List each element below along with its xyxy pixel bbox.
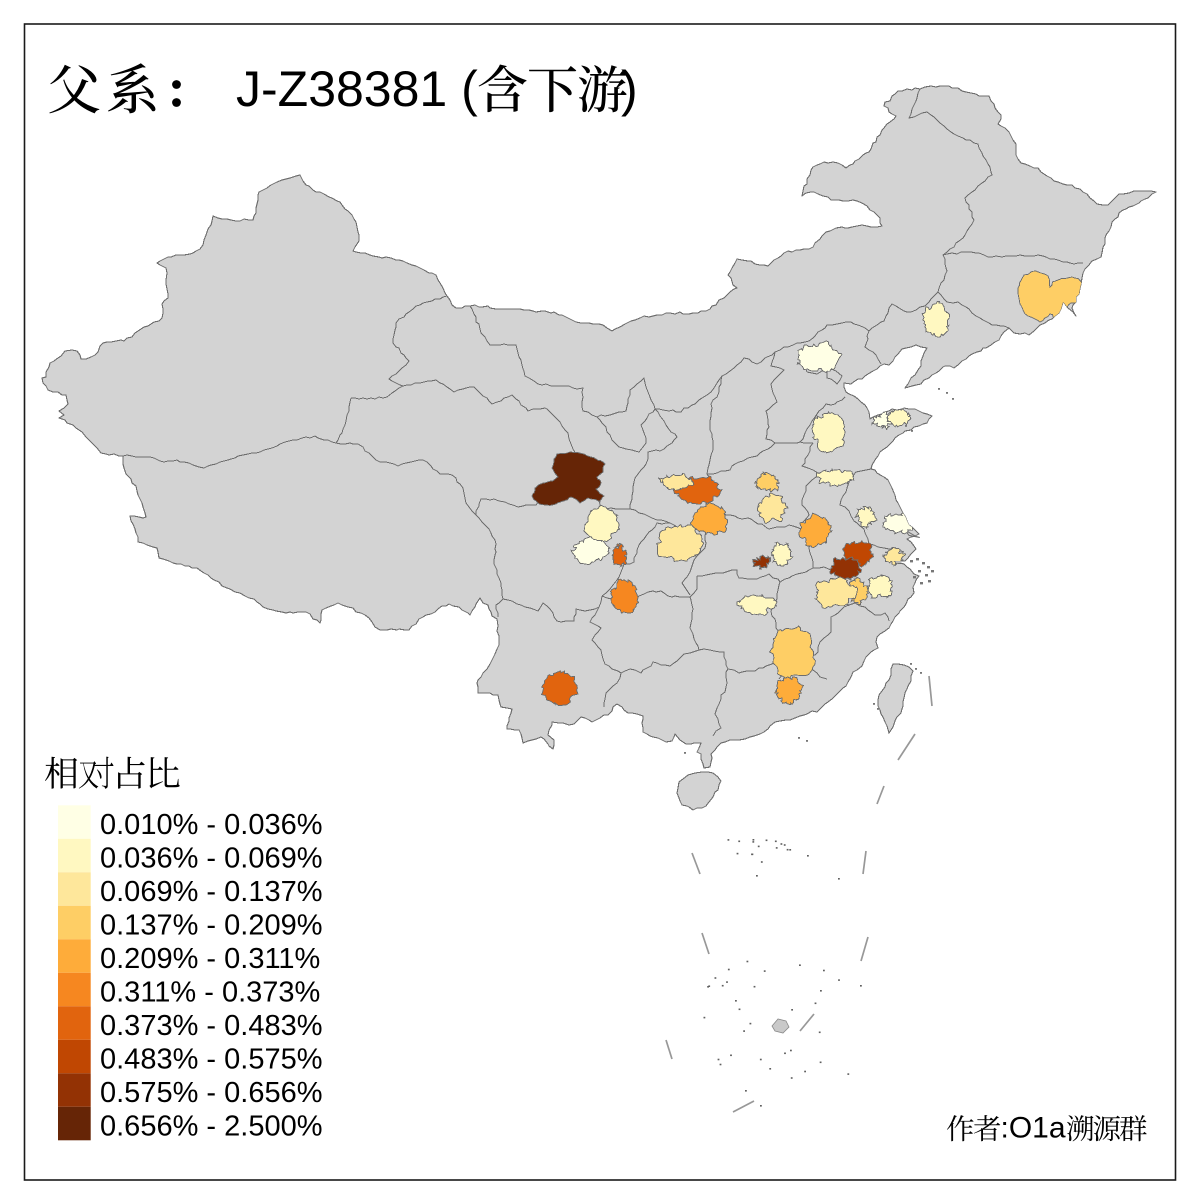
svg-text::O1a: :O1a	[1001, 1112, 1066, 1145]
svg-text:0.010% - 0.036%: 0.010% - 0.036%	[100, 809, 322, 841]
svg-text:0.373% - 0.483%: 0.373% - 0.483%	[100, 1010, 322, 1042]
svg-text:0.656% - 2.500%: 0.656% - 2.500%	[100, 1111, 322, 1143]
svg-text:J-Z38381 (: J-Z38381 (	[236, 61, 478, 117]
svg-text:0.209% - 0.311%: 0.209% - 0.311%	[100, 943, 320, 975]
svg-text:0.036% - 0.069%: 0.036% - 0.069%	[100, 843, 322, 875]
svg-text:0.575% - 0.656%: 0.575% - 0.656%	[100, 1077, 322, 1109]
svg-text:0.483% - 0.575%: 0.483% - 0.575%	[100, 1044, 322, 1076]
svg-text:0.311% - 0.373%: 0.311% - 0.373%	[100, 977, 320, 1009]
svg-text:0.137% - 0.209%: 0.137% - 0.209%	[100, 910, 322, 942]
svg-text:): )	[621, 61, 638, 117]
svg-text:0.069% - 0.137%: 0.069% - 0.137%	[100, 876, 322, 908]
